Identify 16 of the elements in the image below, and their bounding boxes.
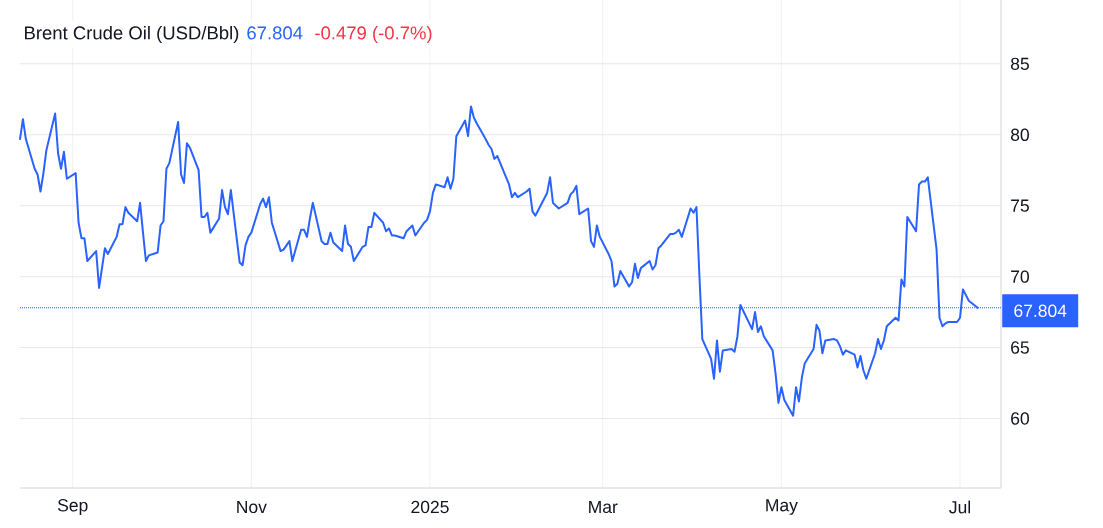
y-tick-label: 85 xyxy=(1010,57,1029,71)
x-tick-label: 2025 xyxy=(411,500,449,514)
x-tick-label: Nov xyxy=(237,500,267,514)
x-tick-label: Mar xyxy=(589,500,618,514)
ref-line-label: 67.804 xyxy=(1014,304,1067,317)
y-tick-label: 75 xyxy=(1011,199,1029,212)
annotation: -0.479 (-0.7%) xyxy=(315,25,432,44)
x-tick-label: Jul xyxy=(949,500,971,514)
y-tick-label: 60 xyxy=(1011,412,1029,425)
text: Brent Crude Oil (USD/Bbl) xyxy=(25,25,239,44)
y-tick-label: 65 xyxy=(1011,341,1029,354)
x-tick-label: Sep xyxy=(57,499,88,515)
y-tick-label: 80 xyxy=(1010,128,1029,141)
y-tick-label: 70 xyxy=(1011,270,1029,283)
annotation: 67.804 xyxy=(247,26,303,40)
x-tick-label: May xyxy=(766,499,798,515)
